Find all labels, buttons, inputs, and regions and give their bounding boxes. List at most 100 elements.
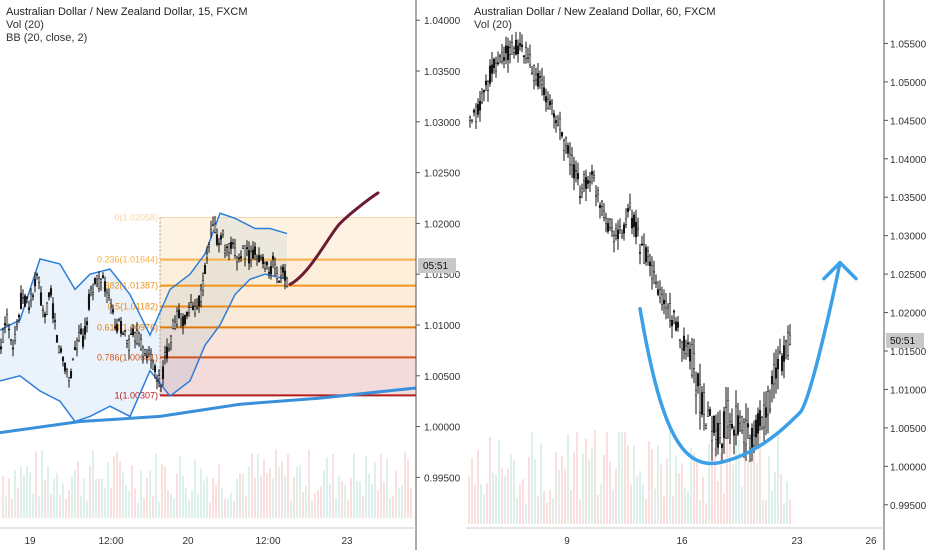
- candle-body: [275, 273, 279, 280]
- volume-bar: [230, 492, 232, 518]
- candle-body: [644, 247, 648, 262]
- candle-body: [195, 306, 199, 309]
- candle-body: [552, 113, 556, 118]
- candle-body: [165, 346, 169, 359]
- bollinger-band-fill: [0, 213, 287, 422]
- volume-bar: [8, 478, 10, 518]
- candle-body: [201, 280, 205, 291]
- volume-bar: [564, 468, 566, 524]
- volume-bar: [735, 431, 737, 524]
- fib-level-label: 1(1.00307): [114, 390, 158, 400]
- candle-body: [744, 419, 748, 445]
- candle-body: [592, 175, 596, 179]
- volume-bar: [251, 453, 253, 518]
- volume-bar: [329, 484, 331, 518]
- candle-body: [271, 255, 275, 260]
- candle-body: [203, 265, 207, 274]
- volume-bar: [606, 431, 608, 524]
- volume-bar: [714, 447, 716, 524]
- volume-bar: [179, 456, 181, 518]
- candle-body: [692, 353, 696, 369]
- candle-body: [193, 306, 197, 314]
- left-countdown-badge: [418, 258, 456, 274]
- candle-body: [652, 271, 656, 273]
- candle-body: [604, 218, 608, 224]
- volume-bar: [588, 459, 590, 524]
- left-x-tick-label: 12:00: [255, 536, 280, 547]
- candle-body: [588, 181, 592, 183]
- volume-bar: [495, 474, 497, 524]
- volume-bar: [645, 498, 647, 524]
- candle-body: [255, 256, 259, 259]
- candle-body: [97, 277, 101, 289]
- volume-bar: [561, 456, 563, 524]
- volume-bar: [600, 483, 602, 524]
- projection-arc: [638, 260, 842, 466]
- volume-bar: [651, 449, 653, 524]
- candle-body: [664, 301, 668, 309]
- candle-body: [470, 119, 474, 122]
- candle-body: [107, 295, 111, 298]
- fib-level-label: 0.382(1.01387): [97, 281, 158, 291]
- candle-body: [712, 415, 716, 433]
- candle-body: [510, 42, 514, 55]
- volume-bar: [101, 478, 103, 518]
- right-y-tick-label: 1.05000: [890, 78, 927, 89]
- candle-body: [500, 52, 504, 62]
- candle-body: [674, 321, 678, 331]
- candle-body: [522, 55, 526, 58]
- volume-bar: [95, 478, 97, 518]
- candle-body: [554, 120, 558, 124]
- volume-bar: [290, 500, 292, 518]
- candle-body: [536, 73, 540, 87]
- candle-body: [608, 219, 612, 228]
- volume-bar: [98, 478, 100, 518]
- candle-body: [676, 321, 680, 328]
- volume-bar: [83, 478, 85, 518]
- volume-bar: [407, 459, 409, 518]
- candle-body: [756, 413, 760, 434]
- fib-level-label: 0.5(1.01182): [108, 302, 158, 312]
- volume-bar: [44, 479, 46, 518]
- candle-body: [51, 303, 55, 319]
- candle-body: [736, 415, 740, 435]
- candle-body: [29, 293, 33, 301]
- volume-bar: [65, 498, 67, 518]
- volume-bar: [678, 473, 680, 524]
- volume-bar: [347, 499, 349, 518]
- candle-body: [686, 342, 690, 345]
- volume-bar: [681, 463, 683, 524]
- candle-body: [484, 80, 488, 86]
- volume-bar: [696, 459, 698, 524]
- volume-bar: [555, 452, 557, 524]
- left-y-tick-label: 1.01000: [424, 321, 461, 332]
- candle-body: [163, 352, 167, 356]
- volume-bar: [615, 468, 617, 524]
- volume-bar: [540, 443, 542, 524]
- candle-body: [149, 354, 153, 361]
- candle-body: [700, 392, 704, 415]
- candle-body: [155, 380, 159, 382]
- candle-body: [548, 101, 552, 106]
- candle-body: [267, 272, 271, 274]
- volume-bar: [648, 440, 650, 524]
- volume-bar: [612, 489, 614, 524]
- volume-bar: [567, 433, 569, 524]
- candle-body: [782, 345, 786, 362]
- volume-bar: [528, 456, 530, 524]
- candle-body: [77, 332, 81, 341]
- volume-bar: [182, 475, 184, 518]
- candle-body: [520, 44, 524, 48]
- volume-bar: [131, 465, 133, 518]
- candle-body: [694, 390, 698, 396]
- left-y-tick-label: 1.00500: [424, 372, 461, 383]
- candle-body: [61, 356, 65, 362]
- candle-body: [558, 118, 562, 130]
- candle-body: [79, 328, 83, 334]
- volume-bar: [585, 438, 587, 524]
- candle-body: [634, 221, 638, 238]
- candle-body: [253, 246, 257, 255]
- volume-bar: [311, 501, 313, 518]
- candle-body: [85, 321, 89, 326]
- candle-body: [498, 55, 502, 57]
